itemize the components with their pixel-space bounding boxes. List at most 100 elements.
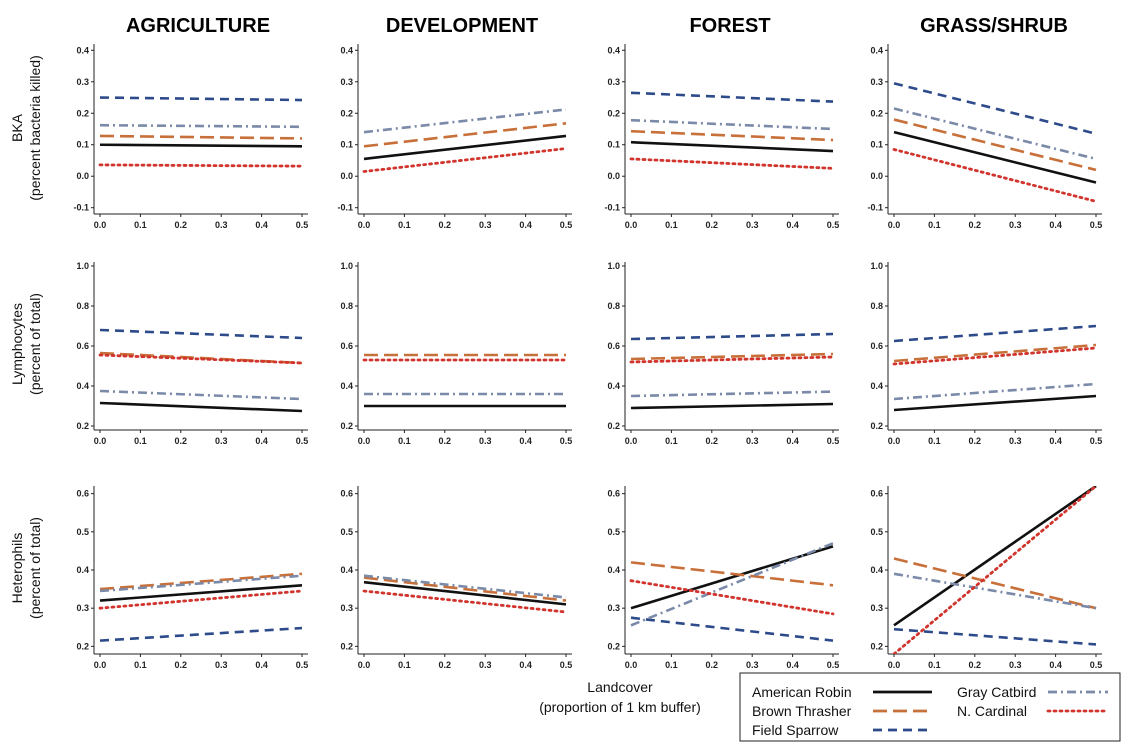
series-line-brown-thrasher [893,343,1097,363]
x-tick-label: 0.5 [1090,660,1103,670]
x-tick-label: 0.3 [746,436,759,446]
y-tick-label: 0.2 [340,421,353,431]
y-tick-label: 0.2 [76,641,89,651]
panel-development-row1: 0.4 0.3 0.2 0.1 0.0 -0.1 0.0 0.1 0.2 0.3 0.4 0.5 [337,44,572,230]
x-tick-label: 0.5 [560,220,573,230]
x-tick-label: 0.0 [625,220,638,230]
series-line-brown-thrasher [99,134,303,140]
x-tick-label: 0.1 [665,660,678,670]
series-line-gray-catbird [363,574,567,599]
series-line-field-sparrow [99,96,303,102]
y-tick-label: 0.5 [76,527,89,537]
series-group [98,572,304,642]
x-tick-label: 0.2 [706,436,719,446]
x-tick-label: 0.1 [665,436,678,446]
x-tick-label: 0.1 [398,220,411,230]
x-tick-label: 0.4 [786,436,799,446]
series-line-american-robin [893,486,1097,627]
y-tick-label: 0.6 [76,341,89,351]
y-tick-label: 0.4 [340,45,353,55]
x-tick-label: 0.4 [786,220,799,230]
series-line-n-cardinal [98,589,304,610]
x-tick-label: 0.5 [827,220,840,230]
y-tick-label: 0.4 [870,565,883,575]
x-tick-label: 0.0 [625,660,638,670]
y-tick-label: 0.0 [340,171,353,181]
row-label-heterophils-line1: Heterophils [9,533,25,604]
y-tick-label: 0.4 [340,565,353,575]
series-group [362,108,568,173]
series-group [98,96,304,168]
x-tick-label: 0.4 [519,660,532,670]
x-tick-label: 0.4 [255,220,268,230]
legend-label-brown-thrasher: Brown Thrasher [752,703,852,719]
x-tick-label: 0.0 [94,220,107,230]
series-line-brown-thrasher [363,122,567,148]
x-axis-caption-line1: Landcover [587,679,653,695]
x-tick-label: 0.4 [255,436,268,446]
row-label-heterophils-line2: (percent of total) [27,517,43,619]
x-tick-label: 0.3 [479,436,492,446]
y-tick-label: 0.6 [870,489,883,499]
x-tick-label: 0.3 [1009,660,1022,670]
panels: 0.4 0.3 0.2 0.1 0.0 -0.1 0.0 0.1 0.2 0.3 0.4 0.5 0.4… [73,44,1102,670]
x-tick-label: 0.5 [1090,220,1103,230]
series-group [892,486,1098,654]
x-tick-label: 0.1 [134,436,147,446]
x-tick-label: 0.4 [786,660,799,670]
panel-agriculture-row2: 1.0 0.8 0.6 0.4 0.2 0.0 0.1 0.2 0.3 0.4 0.5 [76,261,308,446]
series-line-brown-thrasher [630,561,834,587]
x-tick-label: 0.1 [928,436,941,446]
panel-forest-row1: 0.4 0.3 0.2 0.1 0.0 -0.1 0.0 0.1 0.2 0.3 0.4 0.5 [604,44,839,230]
y-tick-label: 0.4 [76,565,89,575]
panel-forest-row3: 0.6 0.5 0.4 0.3 0.2 0.0 0.1 0.2 0.3 0.4 0.5 [607,486,839,670]
x-tick-label: 0.2 [439,220,452,230]
y-tick-label: 0.2 [870,108,883,118]
series-line-field-sparrow [630,616,834,642]
y-tick-label: 0.4 [870,381,883,391]
y-tick-label: 0.1 [607,140,620,150]
y-tick-label: 0.1 [870,140,883,150]
x-axis-caption: Landcover (proportion of 1 km buffer) [539,679,701,715]
series-group [629,332,835,410]
column-title-development: DEVELOPMENT [386,15,538,37]
x-tick-label: 0.3 [479,220,492,230]
y-tick-label: 0.2 [870,421,883,431]
panel-agriculture-row1: 0.4 0.3 0.2 0.1 0.0 -0.1 0.0 0.1 0.2 0.3 0.4 0.5 [73,44,308,230]
series-line-american-robin [893,130,1097,184]
y-tick-label: 0.8 [340,301,353,311]
x-tick-label: 0.1 [398,436,411,446]
y-tick-label: 0.2 [76,421,89,431]
x-tick-label: 0.2 [969,436,982,446]
panel-development-row3: 0.6 0.5 0.4 0.3 0.2 0.0 0.1 0.2 0.3 0.4 0.5 [340,486,572,670]
x-tick-label: 0.4 [519,436,532,446]
y-tick-label: -0.1 [867,203,883,213]
series-line-brown-thrasher [630,352,834,361]
x-tick-label: 0.2 [439,436,452,446]
series-line-n-cardinal [362,147,568,173]
y-tick-label: 0.4 [607,45,620,55]
series-group [629,542,835,642]
series-group [362,574,568,614]
y-tick-label: -0.1 [73,203,89,213]
row-labels: BKA (percent bacteria killed) Lymphocyte… [9,55,43,619]
x-tick-label: 0.4 [519,220,532,230]
x-tick-label: 0.4 [255,660,268,670]
panel-grass-shrub-row1: 0.4 0.3 0.2 0.1 0.0 -0.1 0.0 0.1 0.2 0.3 0.4 0.5 [867,44,1102,230]
x-tick-label: 0.5 [827,660,840,670]
y-tick-label: 1.0 [870,261,883,271]
series-line-n-cardinal [98,163,304,168]
x-tick-label: 0.5 [1090,436,1103,446]
panel-grass-shrub-row2: 1.0 0.8 0.6 0.4 0.2 0.0 0.1 0.2 0.3 0.4 0.5 [870,261,1102,446]
y-tick-label: 0.2 [607,421,620,431]
series-line-gray-catbird [99,574,303,593]
x-tick-label: 0.0 [358,660,371,670]
series-line-american-robin [99,143,303,148]
panel-agriculture-row3: 0.6 0.5 0.4 0.3 0.2 0.0 0.1 0.2 0.3 0.4 0.5 [76,486,308,670]
y-tick-label: 0.4 [76,381,89,391]
series-line-gray-catbird [893,572,1097,610]
x-tick-label: 0.3 [746,660,759,670]
series-line-field-sparrow [893,627,1097,646]
y-tick-label: 0.2 [870,641,883,651]
